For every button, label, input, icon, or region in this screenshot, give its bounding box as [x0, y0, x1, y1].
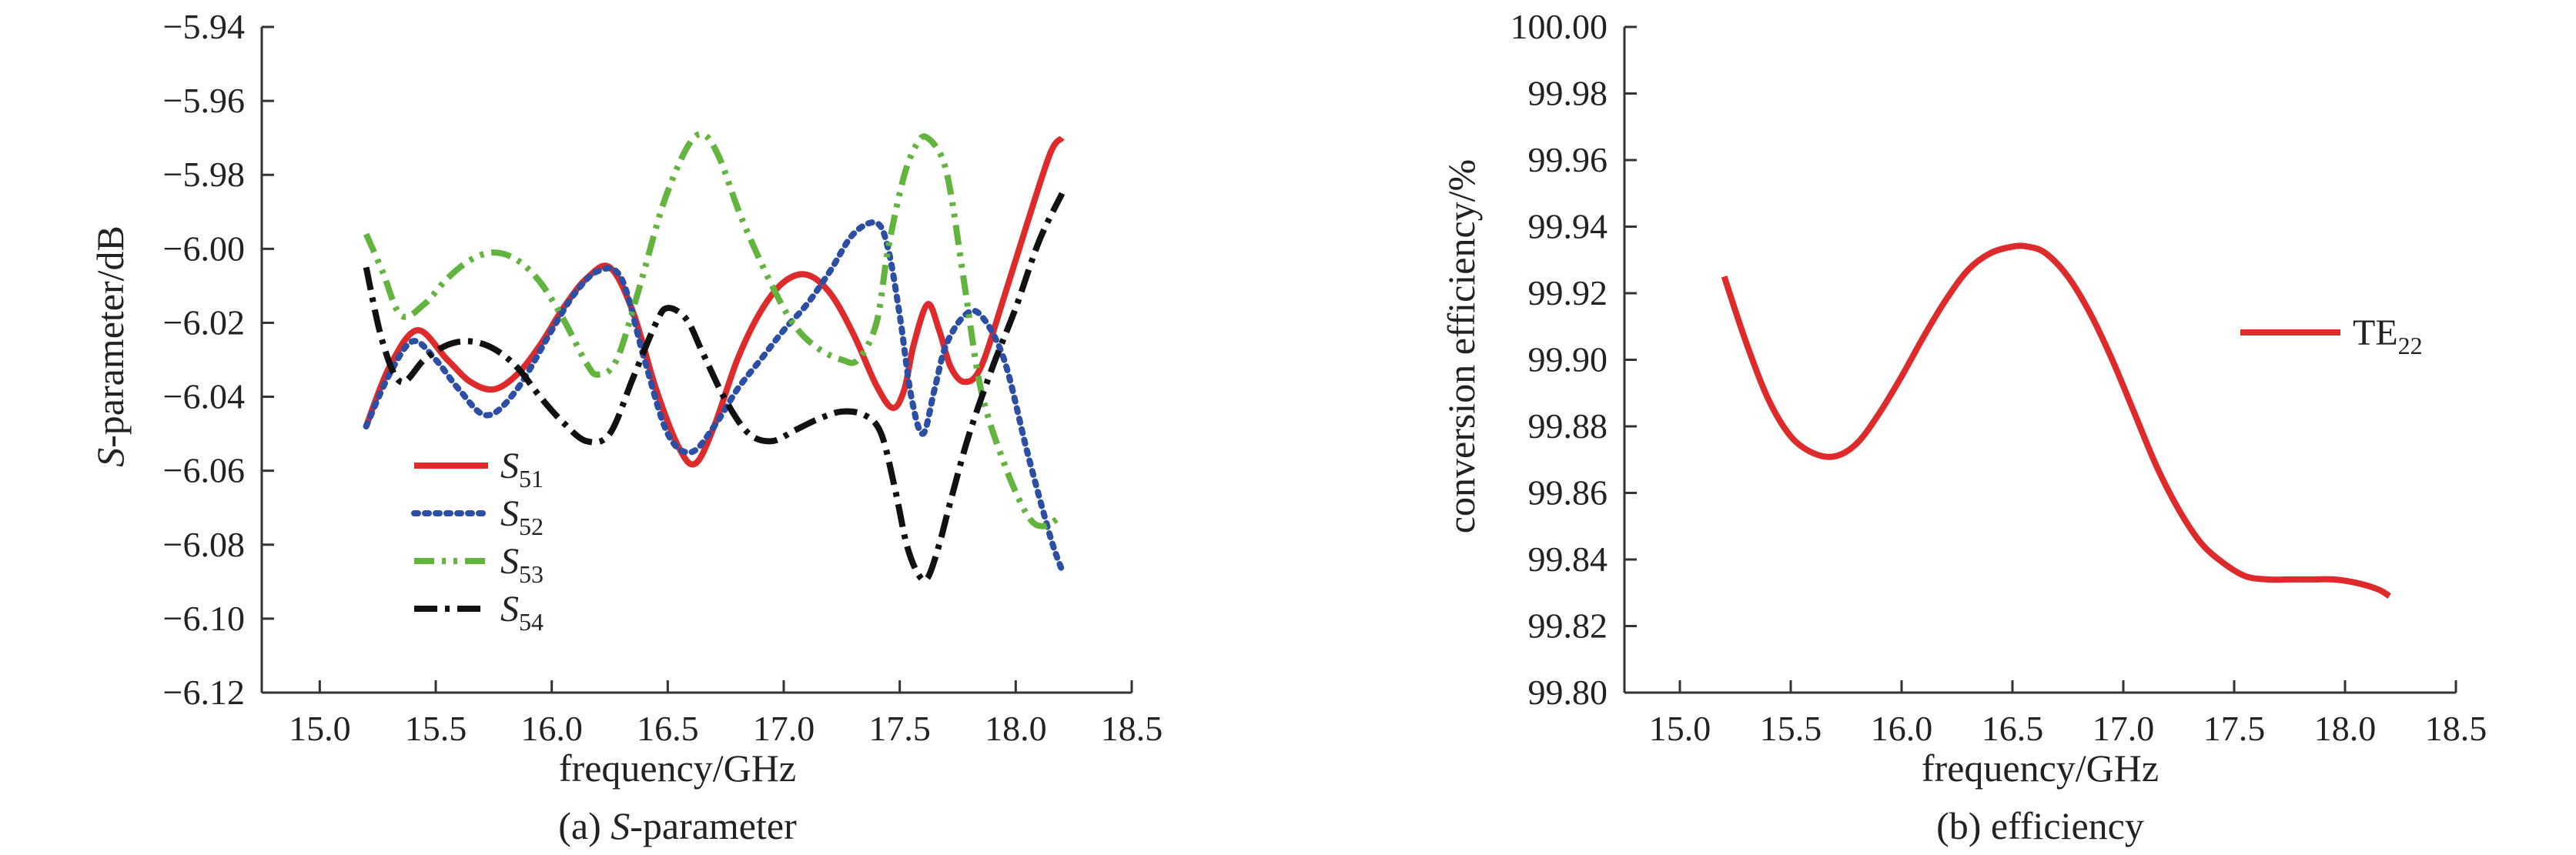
series-lines [363, 131, 1066, 584]
y-tick-label: 99.80 [1528, 673, 1608, 712]
y-tick-label: −6.08 [163, 525, 245, 564]
x-tick-label: 17.5 [868, 709, 931, 748]
y-axis-label: S-parameter/dB [89, 225, 132, 467]
y-tick-label: 100.00 [1510, 7, 1608, 46]
x-tick-label: 15.5 [405, 709, 467, 748]
y-axis-label: conversion efficiency/% [1440, 159, 1483, 533]
x-axis: 15.0 15.5 16.0 16.5 17.0 17.5 18.0 18.5 [1624, 680, 2487, 748]
x-axis-label: frequency/GHz [559, 746, 796, 790]
x-tick-label: 18.0 [985, 709, 1047, 748]
y-tick-label: 99.86 [1528, 473, 1608, 513]
chart-caption: (a) S-parameter [558, 804, 797, 847]
y-tick-label: 99.92 [1528, 273, 1608, 312]
y-axis: 99.80 99.82 99.84 99.86 99.88 99.90 99.92 99.94… [1510, 7, 1637, 712]
series-lines [1721, 242, 2391, 599]
x-tick-label: 18.5 [1101, 709, 1163, 748]
chart-caption: (b) efficiency [1936, 804, 2144, 847]
y-tick-label: 99.96 [1528, 140, 1608, 179]
y-tick-label: 99.98 [1528, 74, 1608, 113]
legend-label: S51 [500, 446, 544, 493]
y-tick-label: −6.06 [163, 451, 245, 490]
y-tick-label: −6.02 [163, 302, 245, 342]
series-line-s54 [363, 192, 1066, 584]
series-line-s53 [363, 131, 1064, 529]
y-tick-label: 99.82 [1528, 606, 1608, 646]
chart-efficiency: 99.80 99.82 99.84 99.86 99.88 99.90 99.92 99.94… [1440, 7, 2487, 847]
x-tick-label: 16.5 [637, 709, 699, 748]
y-tick-label: −6.12 [163, 673, 245, 712]
y-tick-label: −6.04 [163, 377, 245, 416]
x-tick-label: 17.5 [2203, 709, 2266, 748]
y-tick-label: −5.98 [163, 155, 245, 194]
y-tick-label: 99.90 [1528, 340, 1608, 379]
y-tick-label: −5.96 [163, 81, 245, 120]
x-tick-label: 16.5 [1982, 709, 2044, 748]
legend: TE22 [2240, 312, 2423, 359]
legend-label: S54 [500, 589, 544, 636]
x-tick-label: 17.0 [2093, 709, 2155, 748]
x-tick-label: 18.5 [2425, 709, 2487, 748]
x-tick-label: 16.0 [1871, 709, 1933, 748]
series-line-s51 [363, 135, 1065, 468]
x-tick-label: 15.0 [1649, 709, 1711, 748]
y-tick-label: 99.94 [1528, 207, 1608, 246]
x-tick-label: 16.0 [520, 709, 583, 748]
x-tick-label: 15.0 [289, 709, 351, 748]
series-line-te22 [1721, 242, 2391, 599]
series-line-s52 [363, 219, 1066, 574]
y-axis: −6.12 −6.10 −6.08 −6.06 −6.04 −6.02 −6.00 −5.98… [163, 7, 274, 712]
y-tick-label: 99.88 [1528, 406, 1608, 446]
legend-label: S52 [500, 493, 544, 540]
x-axis-label: frequency/GHz [1922, 746, 2159, 790]
y-tick-label: 99.84 [1528, 539, 1608, 579]
x-tick-label: 18.0 [2314, 709, 2377, 748]
x-tick-label: 15.5 [1760, 709, 1822, 748]
y-tick-label: −6.00 [163, 229, 245, 268]
y-tick-label: −5.94 [163, 7, 245, 46]
chart-s-parameter: −6.12 −6.10 −6.08 −6.06 −6.04 −6.02 −6.00 −5.98… [89, 7, 1163, 847]
x-axis: 15.0 15.5 16.0 16.5 17.0 17.5 18.0 18.5 [262, 680, 1163, 748]
legend-label: S53 [500, 541, 544, 588]
y-tick-label: −6.10 [163, 599, 245, 638]
x-tick-label: 17.0 [753, 709, 815, 748]
legend-label: TE22 [2353, 312, 2423, 359]
